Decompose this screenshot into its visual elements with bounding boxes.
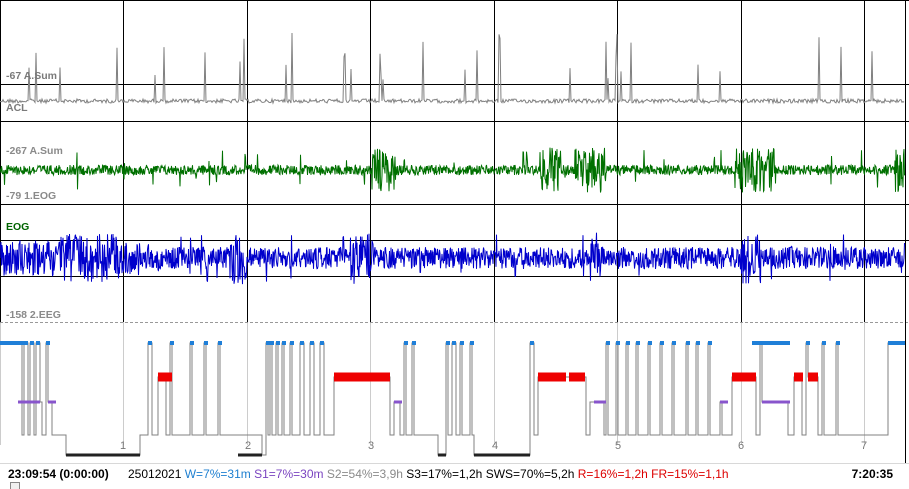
wake-mark [190, 341, 194, 345]
wake-mark [270, 341, 274, 345]
s1-bar [18, 400, 40, 404]
record-date: 25012021 [128, 467, 182, 481]
rem-bar [794, 372, 803, 382]
wake-mark [660, 341, 664, 345]
wake-mark [530, 341, 534, 345]
wake-mark [404, 341, 408, 345]
wake-mark [648, 341, 652, 345]
wake-mark [412, 341, 416, 345]
status-bar: 23:09:54 (0:00:00) 25012021 W=7%=31m S1=… [0, 463, 909, 488]
cycle-number-4: 4 [492, 440, 498, 452]
wake-mark [36, 341, 40, 345]
wake-mark [452, 341, 456, 345]
channel-3-name-label: EOG [6, 221, 29, 233]
eeg-channel-trace [0, 232, 905, 285]
s1-bar [762, 400, 790, 404]
cycle-number-7: 7 [861, 440, 867, 452]
wake-mark [836, 341, 840, 345]
hypnogram-line [0, 342, 905, 456]
wake-mark [20, 341, 24, 345]
s1-bar [720, 400, 728, 404]
cycle-number-1: 1 [120, 440, 126, 452]
wake-mark [672, 341, 676, 345]
s1-summary: S1=7%=30m [254, 467, 324, 481]
channel-2-scale-label: -267 A.Sum [6, 145, 63, 157]
wake-mark [470, 341, 474, 345]
s1-bar [594, 400, 606, 404]
rem-bar [732, 372, 756, 382]
wake-mark [276, 341, 280, 345]
wake-mark [218, 341, 222, 345]
rem-bar [538, 372, 566, 382]
wake-mark [320, 341, 324, 345]
rem-bar [808, 372, 818, 382]
wake-mark [300, 341, 304, 345]
time-grid [0, 0, 909, 463]
wake-mark [606, 341, 610, 345]
sws-bar [66, 453, 140, 457]
cycle-number-3: 3 [368, 440, 374, 452]
wake-mark [290, 341, 294, 345]
stage-summary: 25012021 W=7%=31m S1=7%=30m S2=54%=3,9h … [128, 467, 729, 481]
wake-mark [686, 341, 690, 345]
wake-mark [708, 341, 712, 345]
s3-summary: S3=17%=1,2h [406, 467, 483, 481]
wake-mark [148, 341, 152, 345]
wake-summary: W=7%=31m [184, 467, 251, 481]
wake-mark [170, 341, 174, 345]
wake-mark [446, 341, 450, 345]
end-time: 7:20:35 [851, 467, 893, 481]
channel-1-scale-label: -67 A.Sum [6, 70, 57, 82]
wake-mark [616, 341, 620, 345]
wake-mark [30, 341, 34, 345]
wake-mark [460, 341, 464, 345]
cycle-number-5: 5 [615, 440, 621, 452]
channel-3-scale-label: -158 2.EEG [6, 309, 61, 321]
wake-bar [888, 341, 905, 345]
signal-viewer[interactable]: -67 A.Sum ACL -267 A.Sum -79 1.EOG EOG -… [0, 0, 909, 463]
cycle-number-6: 6 [738, 440, 744, 452]
cycle-number-2: 2 [245, 440, 251, 452]
wake-mark [266, 341, 270, 345]
wake-bar [752, 341, 790, 345]
wake-mark [696, 341, 700, 345]
sws-bar [438, 453, 446, 457]
sws-bar [238, 453, 262, 457]
channel-2-name-label: -79 1.EOG [6, 190, 56, 202]
start-time: 23:09:54 (0:00:00) [8, 467, 109, 481]
fr-summary: FR=15%=1,1h [651, 467, 729, 481]
wake-mark [636, 341, 640, 345]
hypnogram[interactable] [0, 341, 905, 457]
s2-summary: S2=54%=3,9h [326, 467, 403, 481]
acl-channel-trace [0, 32, 905, 105]
wake-mark [46, 341, 50, 345]
wake-mark [806, 341, 810, 345]
wake-mark [24, 341, 28, 345]
s1-bar [48, 400, 56, 404]
sws-summary: SWS=70%=5,2h [485, 467, 575, 481]
rem-summary: R=16%=1,2h [577, 467, 648, 481]
rem-bar [158, 372, 172, 382]
scroll-handle[interactable] [10, 482, 20, 489]
wake-mark [282, 341, 286, 345]
eog-channel-trace [0, 147, 905, 193]
wake-mark [822, 341, 826, 345]
channel-1-name-label: ACL [6, 102, 28, 114]
wake-bar [0, 341, 20, 345]
sws-bar [474, 453, 530, 457]
rem-bar [334, 372, 390, 382]
s1-bar [394, 400, 402, 404]
wake-mark [626, 341, 630, 345]
wake-mark [310, 341, 314, 345]
rem-bar [569, 372, 585, 382]
wake-mark [204, 341, 208, 345]
